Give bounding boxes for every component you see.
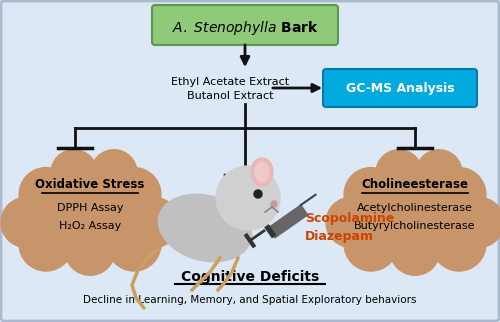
Text: Scopolamine: Scopolamine	[305, 212, 394, 224]
Circle shape	[65, 225, 115, 275]
Circle shape	[19, 217, 73, 271]
Circle shape	[376, 150, 422, 196]
Circle shape	[52, 172, 128, 249]
Ellipse shape	[251, 158, 273, 186]
FancyBboxPatch shape	[152, 5, 338, 45]
Circle shape	[129, 197, 179, 247]
Circle shape	[326, 197, 376, 247]
Circle shape	[107, 167, 161, 222]
Circle shape	[51, 150, 97, 196]
Circle shape	[1, 197, 51, 247]
Text: Cognitive Deficits: Cognitive Deficits	[181, 270, 319, 284]
Circle shape	[432, 167, 486, 222]
Text: DPPH Assay: DPPH Assay	[57, 203, 123, 213]
Text: $\mathit{A.\ Stenophylla}$ Bark: $\mathit{A.\ Stenophylla}$ Bark	[172, 19, 318, 37]
Text: Ethyl Acetate Extract: Ethyl Acetate Extract	[171, 77, 289, 87]
Ellipse shape	[42, 182, 138, 244]
Circle shape	[19, 167, 73, 222]
Text: Cholineesterase: Cholineesterase	[362, 177, 469, 191]
Text: GC-MS Analysis: GC-MS Analysis	[346, 81, 455, 94]
Text: Acetylcholinesterase: Acetylcholinesterase	[357, 203, 473, 213]
Circle shape	[271, 201, 277, 207]
Text: Diazepam: Diazepam	[305, 230, 374, 242]
Circle shape	[376, 172, 454, 249]
Circle shape	[416, 150, 462, 196]
Circle shape	[91, 150, 137, 196]
Circle shape	[344, 167, 398, 222]
Text: Decline in Learning, Memory, and Spatial Exploratory behaviors: Decline in Learning, Memory, and Spatial…	[83, 295, 417, 305]
Circle shape	[254, 190, 262, 198]
Circle shape	[432, 217, 486, 271]
Text: Oxidative Stress: Oxidative Stress	[36, 177, 144, 191]
Circle shape	[216, 166, 280, 230]
Ellipse shape	[255, 162, 269, 182]
FancyBboxPatch shape	[323, 69, 477, 107]
Text: H₂O₂ Assay: H₂O₂ Assay	[59, 221, 121, 231]
Circle shape	[344, 217, 398, 271]
Ellipse shape	[367, 182, 463, 244]
Ellipse shape	[158, 194, 252, 262]
Circle shape	[107, 217, 161, 271]
Circle shape	[390, 225, 440, 275]
Text: Butanol Extract: Butanol Extract	[187, 91, 273, 101]
Polygon shape	[268, 205, 308, 238]
Circle shape	[454, 197, 500, 247]
Text: Butyrylcholinesterase: Butyrylcholinesterase	[354, 221, 476, 231]
